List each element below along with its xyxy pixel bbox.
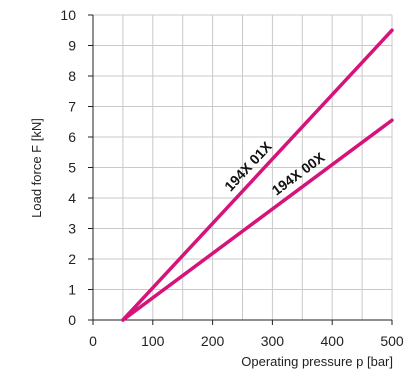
axes	[88, 14, 393, 325]
series-lines	[121, 28, 394, 322]
series-line-1	[121, 118, 394, 322]
y-tick-label: 2	[68, 251, 76, 267]
y-tick-label: 3	[68, 221, 76, 237]
x-tick-label: 500	[380, 333, 404, 349]
x-tick-label: 200	[201, 333, 225, 349]
y-tick-label: 5	[68, 160, 76, 176]
tick-labels: 0 100 200 300 400 500 0 1 2 3 4 5 6 7 8 9 10	[60, 7, 403, 349]
grid	[93, 14, 393, 320]
x-tick-label: 400	[321, 333, 345, 349]
y-tick-label: 9	[68, 38, 76, 54]
y-tick-label: 7	[68, 99, 76, 115]
x-tick-label: 0	[89, 333, 97, 349]
y-tick-label: 8	[68, 68, 76, 84]
y-axis-label: Load force F [kN]	[29, 118, 44, 218]
x-tick-label: 100	[141, 333, 165, 349]
y-tick-label: 10	[60, 7, 76, 23]
y-tick-label: 0	[68, 312, 76, 328]
y-tick-label: 6	[68, 129, 76, 145]
series-line-0	[121, 28, 394, 322]
x-axis-label: Operating pressure p [bar]	[241, 354, 393, 369]
y-tick-label: 4	[68, 190, 76, 206]
x-tick-label: 300	[261, 333, 285, 349]
y-tick-label: 1	[68, 282, 76, 298]
